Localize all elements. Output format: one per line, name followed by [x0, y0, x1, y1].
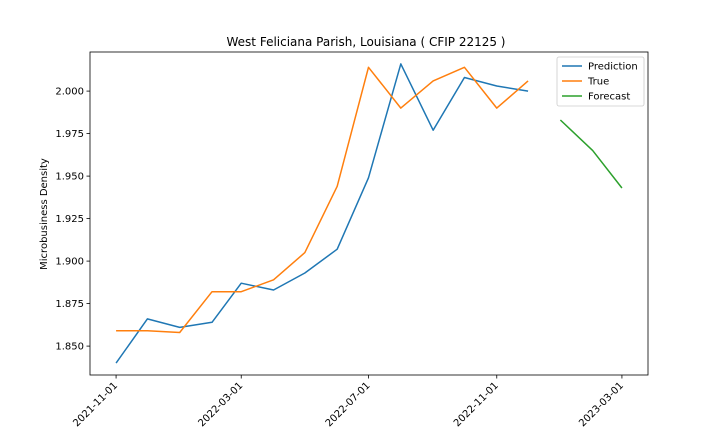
- data-point-prediction: [495, 84, 499, 88]
- y-axis-label: Microbusiness Density: [39, 158, 50, 270]
- plot-area: [89, 51, 649, 376]
- series-line-forecast: [559, 119, 623, 189]
- data-point-prediction: [239, 281, 243, 285]
- data-point-true: [114, 329, 118, 333]
- legend: Prediction True Forecast: [556, 56, 645, 107]
- legend-label-prediction: Prediction: [588, 62, 638, 73]
- data-point-true: [495, 106, 499, 110]
- data-point-true: [399, 106, 403, 110]
- data-point-prediction: [526, 89, 530, 93]
- x-tick-label: 2022-07-01: [324, 380, 373, 429]
- data-point-prediction: [272, 288, 276, 292]
- x-tick-label: 2023-03-01: [577, 380, 626, 429]
- data-point-prediction: [145, 317, 149, 321]
- legend-box: [556, 56, 645, 107]
- data-point-true: [462, 65, 466, 69]
- x-tick-label: 2021-11-01: [71, 380, 120, 429]
- legend-label-true: True: [587, 77, 609, 88]
- data-point-prediction: [462, 76, 466, 80]
- y-tick-label: 1.850: [55, 342, 84, 353]
- data-point-prediction: [335, 247, 339, 251]
- y-axis: 1.850 1.875 1.900 1.925 1.950 1.975 2.000: [55, 87, 90, 353]
- x-axis: 2021-11-01 2022-03-01 2022-07-01 2022-11-01…: [71, 375, 626, 429]
- data-point-true: [526, 79, 530, 83]
- plot-frame: [89, 51, 649, 376]
- series-line-prediction: [115, 63, 529, 364]
- x-tick-label: 2022-11-01: [452, 380, 501, 429]
- data-point-forecast: [591, 149, 595, 153]
- y-tick-label: 2.000: [55, 87, 84, 98]
- data-point-forecast: [558, 118, 562, 122]
- y-tick-label: 1.975: [55, 129, 84, 140]
- data-point-true: [303, 251, 307, 255]
- data-point-prediction: [114, 361, 118, 365]
- data-point-true: [431, 79, 435, 83]
- data-point-prediction: [366, 176, 370, 180]
- data-point-prediction: [178, 325, 182, 329]
- data-point-prediction: [210, 320, 214, 324]
- data-point-prediction: [303, 271, 307, 275]
- x-tick-label: 2022-03-01: [196, 380, 245, 429]
- series-line-true: [116, 66, 529, 334]
- data-point-prediction: [431, 128, 435, 132]
- data-point-forecast: [620, 186, 624, 190]
- data-point-true: [178, 331, 182, 335]
- data-point-true: [239, 290, 243, 294]
- data-point-true: [210, 290, 214, 294]
- y-tick-label: 1.925: [55, 214, 84, 225]
- y-tick-label: 1.875: [55, 299, 84, 310]
- data-point-true: [272, 278, 276, 282]
- data-point-true: [366, 65, 370, 69]
- series-layer: [114, 62, 624, 365]
- data-point-true: [335, 184, 339, 188]
- data-point-prediction: [399, 62, 403, 66]
- chart-title: West Feliciana Parish, Louisiana ( CFIP …: [227, 35, 506, 49]
- legend-label-forecast: Forecast: [588, 92, 630, 103]
- y-tick-label: 1.950: [55, 172, 84, 183]
- y-tick-label: 1.900: [55, 257, 84, 268]
- data-point-true: [145, 329, 149, 333]
